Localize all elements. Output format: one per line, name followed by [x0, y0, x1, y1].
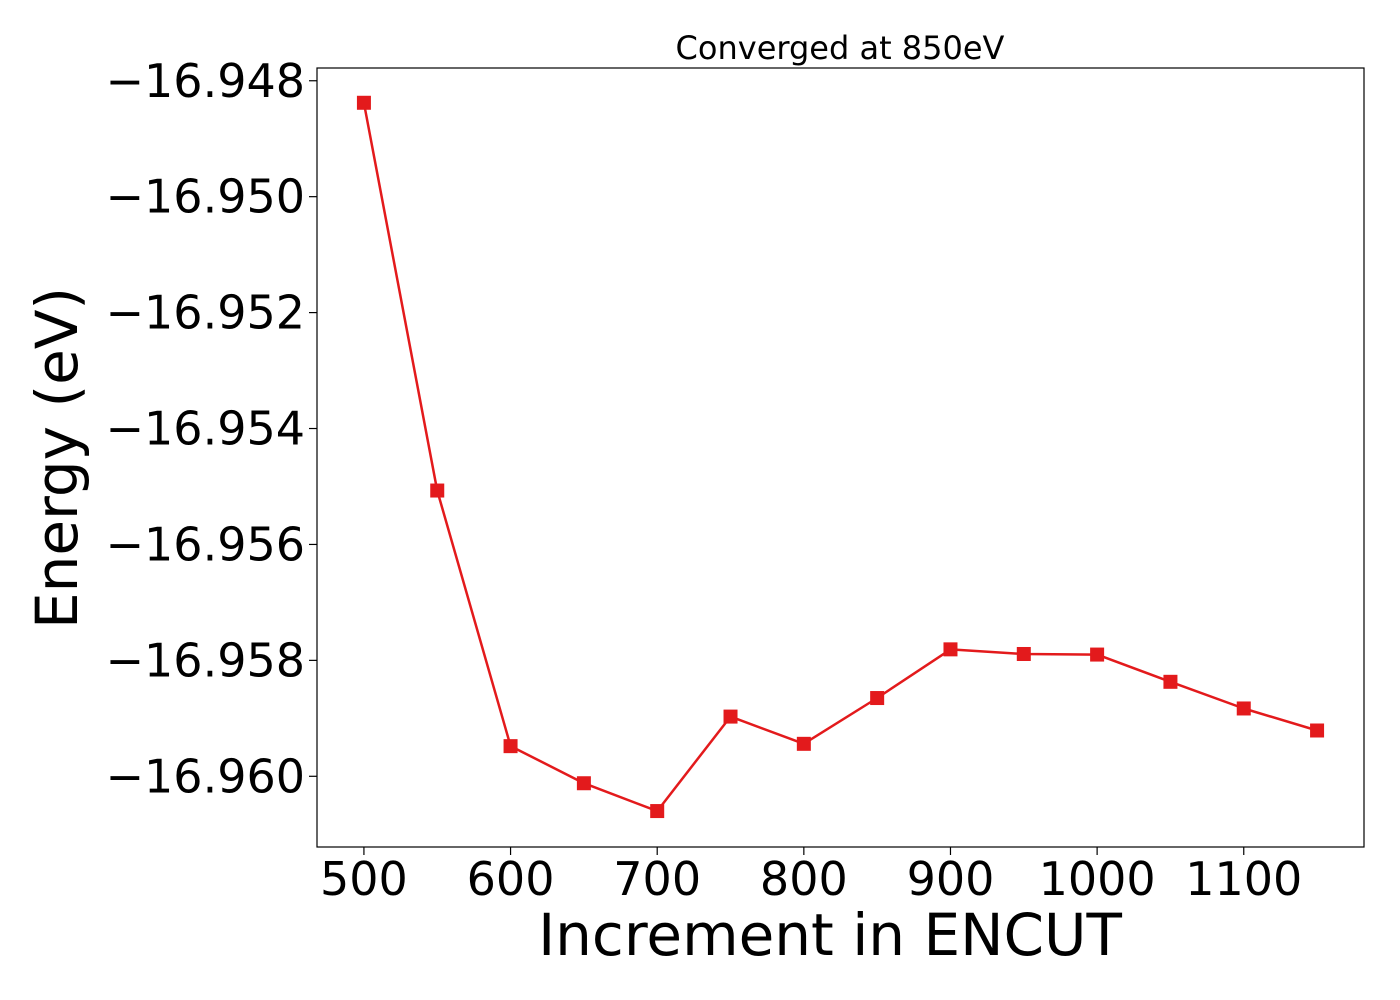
data-point-marker: [1163, 674, 1178, 689]
data-point-marker: [796, 736, 811, 751]
data-point-marker: [650, 804, 665, 819]
data-point-marker: [356, 95, 371, 110]
x-tick-label: 700: [613, 852, 701, 906]
x-tick-label: 500: [320, 852, 408, 906]
data-point-marker: [870, 691, 885, 706]
y-tick-label: −16.952: [106, 286, 306, 340]
y-axis-label: Energy (eV): [23, 287, 91, 629]
y-tick-label: −16.960: [106, 749, 306, 803]
x-tick-label: 1000: [1039, 852, 1156, 906]
y-tick-label: −16.954: [106, 402, 306, 456]
x-tick-label: 600: [467, 852, 555, 906]
data-point-marker: [503, 739, 518, 754]
data-point-marker: [576, 776, 591, 791]
x-axis-label: Increment in ENCUT: [538, 901, 1122, 969]
data-point-marker: [1016, 646, 1031, 661]
x-tick-label: 900: [907, 852, 995, 906]
series-line: [362, 102, 1318, 813]
series-layer: [356, 95, 1325, 819]
data-point-marker: [430, 483, 445, 498]
chart-title: Converged at 850eV: [676, 29, 1005, 67]
y-axis-ticks: −16.948 −16.950 −16.952 −16.954 −16.956 −16.9…: [106, 54, 317, 803]
x-tick-label: 800: [760, 852, 848, 906]
y-tick-label: −16.948: [106, 54, 306, 108]
data-point-marker: [1310, 723, 1325, 738]
x-axis-ticks: 500 600 700 800 900 1000 1100: [320, 847, 1302, 906]
plot-area-frame: [316, 67, 1365, 848]
y-tick-label: −16.950: [106, 170, 306, 224]
x-tick-label: 1100: [1185, 852, 1302, 906]
data-point-marker: [723, 709, 738, 724]
data-point-marker: [943, 642, 958, 657]
data-point-marker: [1236, 701, 1251, 716]
y-tick-label: −16.956: [106, 517, 306, 571]
y-tick-label: −16.958: [106, 633, 306, 687]
data-point-marker: [1090, 647, 1105, 662]
